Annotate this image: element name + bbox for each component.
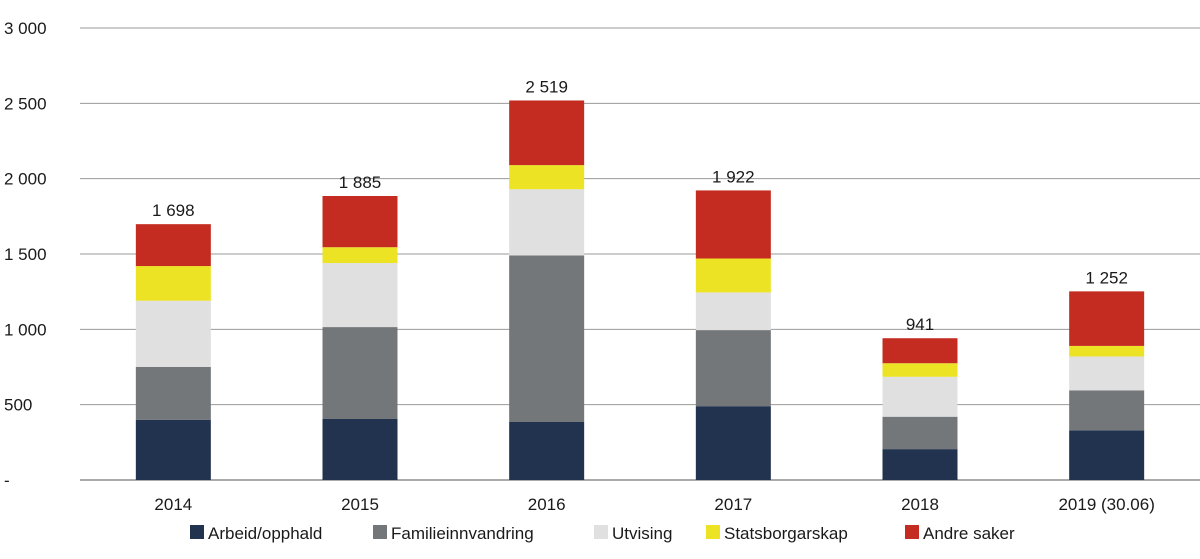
total-label: 1 922 bbox=[712, 167, 755, 186]
legend-swatch bbox=[905, 525, 919, 539]
y-tick-label: 1 500 bbox=[4, 245, 47, 264]
bar-segment-arbeid-opphald-2019 bbox=[1069, 430, 1145, 480]
bar-segment-utvising-2016 bbox=[509, 189, 585, 256]
y-tick-label: 2 500 bbox=[4, 94, 47, 113]
bar-segment-arbeid-opphald-2017 bbox=[695, 406, 771, 480]
bar-segment-utvising-2018 bbox=[882, 376, 958, 417]
bars bbox=[135, 100, 1145, 480]
legend-label: Utvising bbox=[612, 524, 672, 543]
gridlines bbox=[80, 27, 1200, 481]
legend-swatch bbox=[706, 525, 720, 539]
legend-swatch bbox=[190, 525, 204, 539]
x-tick-label: 2018 bbox=[901, 495, 939, 514]
legend-label: Statsborgarskap bbox=[724, 524, 848, 543]
total-labels: 1 698 1 885 2 519 1 922 941 1 252 bbox=[152, 77, 1128, 334]
x-tick-label: 2019 (30.06) bbox=[1058, 495, 1154, 514]
bar-segment-andre-saker-2016 bbox=[509, 100, 585, 166]
total-label: 941 bbox=[906, 315, 934, 334]
y-tick-label: 2 000 bbox=[4, 170, 47, 189]
total-label: 1 698 bbox=[152, 201, 195, 220]
y-tick-label: 500 bbox=[4, 396, 32, 415]
bar-segment-familieinnvandring-2019 bbox=[1069, 390, 1145, 431]
x-tick-label: 2017 bbox=[714, 495, 752, 514]
bar-segment-utvising-2014 bbox=[135, 300, 211, 367]
x-axis: 2014 2015 2016 2017 2018 2019 (30.06) bbox=[154, 495, 1154, 514]
legend: Arbeid/opphald Familieinnvandring Utvising… bbox=[190, 524, 1015, 543]
legend-label: Familieinnvandring bbox=[391, 524, 534, 543]
bar-segment-arbeid-opphald-2015 bbox=[322, 418, 398, 480]
bar-segment-familieinnvandring-2014 bbox=[135, 367, 211, 420]
bar-segment-familieinnvandring-2015 bbox=[322, 327, 398, 419]
bar-segment-statsborgarskap-2017 bbox=[695, 258, 771, 293]
bar-segment-arbeid-opphald-2014 bbox=[135, 419, 211, 480]
bar-segment-statsborgarskap-2016 bbox=[509, 165, 585, 190]
x-tick-label: 2014 bbox=[154, 495, 192, 514]
bar-segment-familieinnvandring-2017 bbox=[695, 330, 771, 407]
y-axis: - 500 1 000 1 500 2 000 2 500 3 000 bbox=[4, 19, 47, 490]
total-label: 1 885 bbox=[339, 173, 382, 192]
total-label: 2 519 bbox=[525, 77, 568, 96]
total-label: 1 252 bbox=[1085, 268, 1128, 287]
bar-segment-andre-saker-2018 bbox=[882, 338, 958, 364]
bar-segment-utvising-2017 bbox=[695, 292, 771, 331]
bar-segment-statsborgarskap-2018 bbox=[882, 363, 958, 377]
legend-label: Andre saker bbox=[923, 524, 1015, 543]
bar-segment-familieinnvandring-2016 bbox=[509, 255, 585, 422]
legend-swatch bbox=[373, 525, 387, 539]
x-tick-label: 2016 bbox=[528, 495, 566, 514]
bar-segment-familieinnvandring-2018 bbox=[882, 416, 958, 450]
y-tick-label: 1 000 bbox=[4, 320, 47, 339]
bar-segment-utvising-2019 bbox=[1069, 356, 1145, 391]
legend-swatch bbox=[594, 525, 608, 539]
bar-segment-andre-saker-2017 bbox=[695, 190, 771, 259]
bar-segment-statsborgarskap-2015 bbox=[322, 247, 398, 264]
bar-segment-statsborgarskap-2014 bbox=[135, 266, 211, 301]
x-tick-label: 2015 bbox=[341, 495, 379, 514]
bar-segment-arbeid-opphald-2016 bbox=[509, 421, 585, 480]
bar-segment-andre-saker-2014 bbox=[135, 224, 211, 267]
bar-segment-andre-saker-2019 bbox=[1069, 291, 1145, 346]
bar-segment-arbeid-opphald-2018 bbox=[882, 449, 958, 480]
bar-segment-statsborgarskap-2019 bbox=[1069, 345, 1145, 357]
bar-segment-utvising-2015 bbox=[322, 263, 398, 328]
y-tick-label: 3 000 bbox=[4, 19, 47, 38]
bar-segment-andre-saker-2015 bbox=[322, 195, 398, 248]
y-tick-label: - bbox=[4, 471, 10, 490]
legend-label: Arbeid/opphald bbox=[208, 524, 322, 543]
